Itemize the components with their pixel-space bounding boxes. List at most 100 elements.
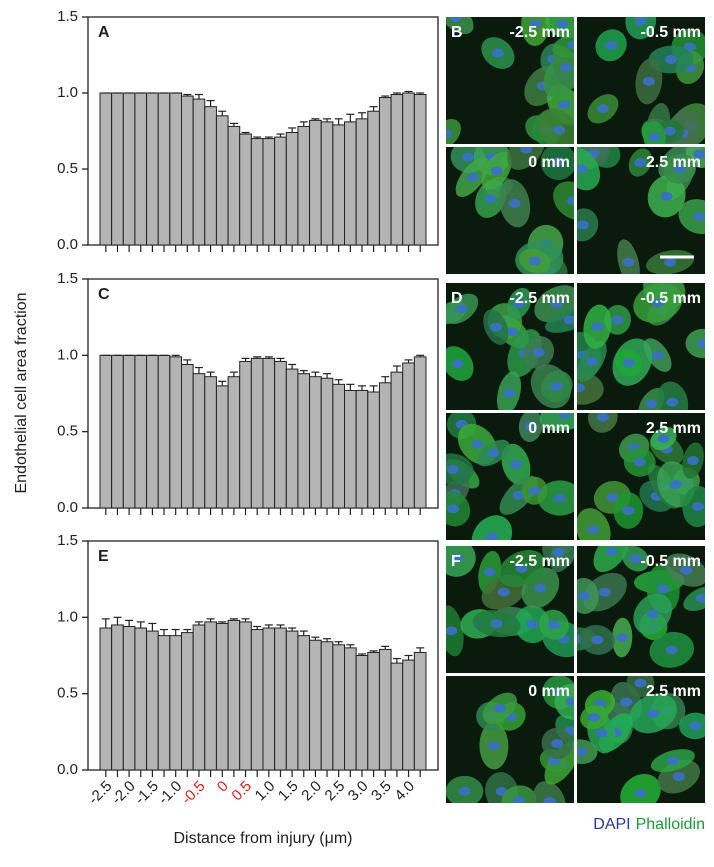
nucleus [471, 439, 484, 449]
bar [227, 125, 241, 246]
bar [215, 622, 229, 771]
nucleus [491, 48, 504, 58]
bar [378, 382, 392, 509]
nucleus [691, 502, 704, 512]
nucleus [591, 635, 604, 645]
bar [390, 662, 404, 771]
nucleus [622, 506, 635, 516]
nucleus [513, 299, 526, 309]
bar [367, 651, 380, 771]
y-tick-label: 1.5 [57, 270, 78, 287]
nucleus [605, 40, 618, 50]
bar [378, 97, 392, 246]
nucleus [529, 19, 542, 29]
x-axis-label: Distance from injury (μm) [173, 830, 352, 847]
bar [250, 357, 264, 509]
micrograph [446, 413, 574, 540]
nucleus [551, 738, 564, 748]
nucleus [673, 164, 686, 174]
nucleus [506, 327, 519, 337]
bar [169, 635, 183, 771]
bar [134, 627, 148, 771]
bar [402, 659, 415, 771]
micrograph [577, 546, 705, 673]
y-tick-label: 1.5 [57, 8, 78, 25]
nucleus [596, 413, 609, 422]
bar [413, 94, 427, 246]
nucleus [622, 257, 635, 267]
nucleus [553, 125, 566, 135]
nucleus [487, 448, 500, 458]
nucleus [490, 166, 503, 176]
nucleus [620, 697, 633, 707]
bar [122, 625, 136, 771]
nucleus [560, 62, 573, 72]
nucleus [646, 609, 659, 619]
panel-label: D [451, 290, 463, 307]
micrograph-content [577, 283, 705, 410]
bar [413, 356, 427, 509]
nucleus [634, 788, 647, 798]
nucleus [493, 703, 506, 713]
bar [204, 621, 217, 771]
legend-label: DAPI [593, 816, 630, 833]
nucleus [451, 359, 464, 369]
bar [215, 385, 229, 509]
bar [192, 98, 206, 246]
bar [250, 629, 264, 771]
bar [204, 106, 217, 246]
nucleus [696, 339, 705, 349]
nucleus [520, 147, 533, 154]
bar [309, 119, 322, 246]
micrograph-content [577, 17, 705, 144]
nucleus [693, 149, 705, 159]
y-tick-label: 0.0 [57, 761, 78, 778]
y-axis-label: Endothelial cell area fraction [13, 292, 30, 493]
image-label: -2.5 mm [510, 553, 570, 570]
nucleus [585, 356, 598, 366]
nucleus [622, 358, 635, 368]
nucleus [595, 728, 608, 738]
image-label: 2.5 mm [646, 420, 701, 437]
bar [344, 647, 357, 771]
bar [320, 377, 334, 509]
x-tick-label: 1.0 [252, 778, 279, 805]
image-label: -0.5 mm [641, 24, 701, 41]
image-label: 2.5 mm [646, 683, 701, 700]
bar [146, 630, 159, 771]
nucleus [497, 587, 510, 597]
bar [320, 641, 334, 771]
nucleus [534, 583, 547, 593]
micrograph-content [577, 546, 705, 673]
nucleus [532, 347, 545, 357]
nucleus [629, 554, 642, 564]
nucleus [606, 492, 619, 502]
nucleus [446, 626, 458, 636]
bar [181, 363, 194, 509]
nucleus [567, 196, 574, 206]
bar [146, 354, 159, 509]
micrograph [446, 283, 574, 410]
nucleus [553, 493, 566, 503]
bar [99, 92, 113, 246]
bar [122, 354, 136, 509]
nucleus [563, 315, 574, 325]
bar [344, 121, 357, 246]
x-tick-label: 3.0 [345, 778, 372, 805]
nucleus [466, 172, 479, 182]
nucleus [683, 42, 696, 52]
y-tick-label: 0.5 [57, 160, 78, 177]
nucleus [556, 19, 569, 29]
x-tick-label: -0.5 [178, 778, 208, 808]
nucleus [616, 632, 629, 642]
nucleus [591, 322, 604, 332]
nucleus [577, 747, 587, 757]
nucleus [687, 456, 700, 466]
nucleus [598, 587, 611, 597]
bar [297, 373, 311, 509]
micrograph [446, 676, 574, 803]
bar [227, 376, 241, 509]
nucleus [695, 593, 705, 603]
bar [390, 94, 404, 246]
bar [134, 354, 148, 509]
